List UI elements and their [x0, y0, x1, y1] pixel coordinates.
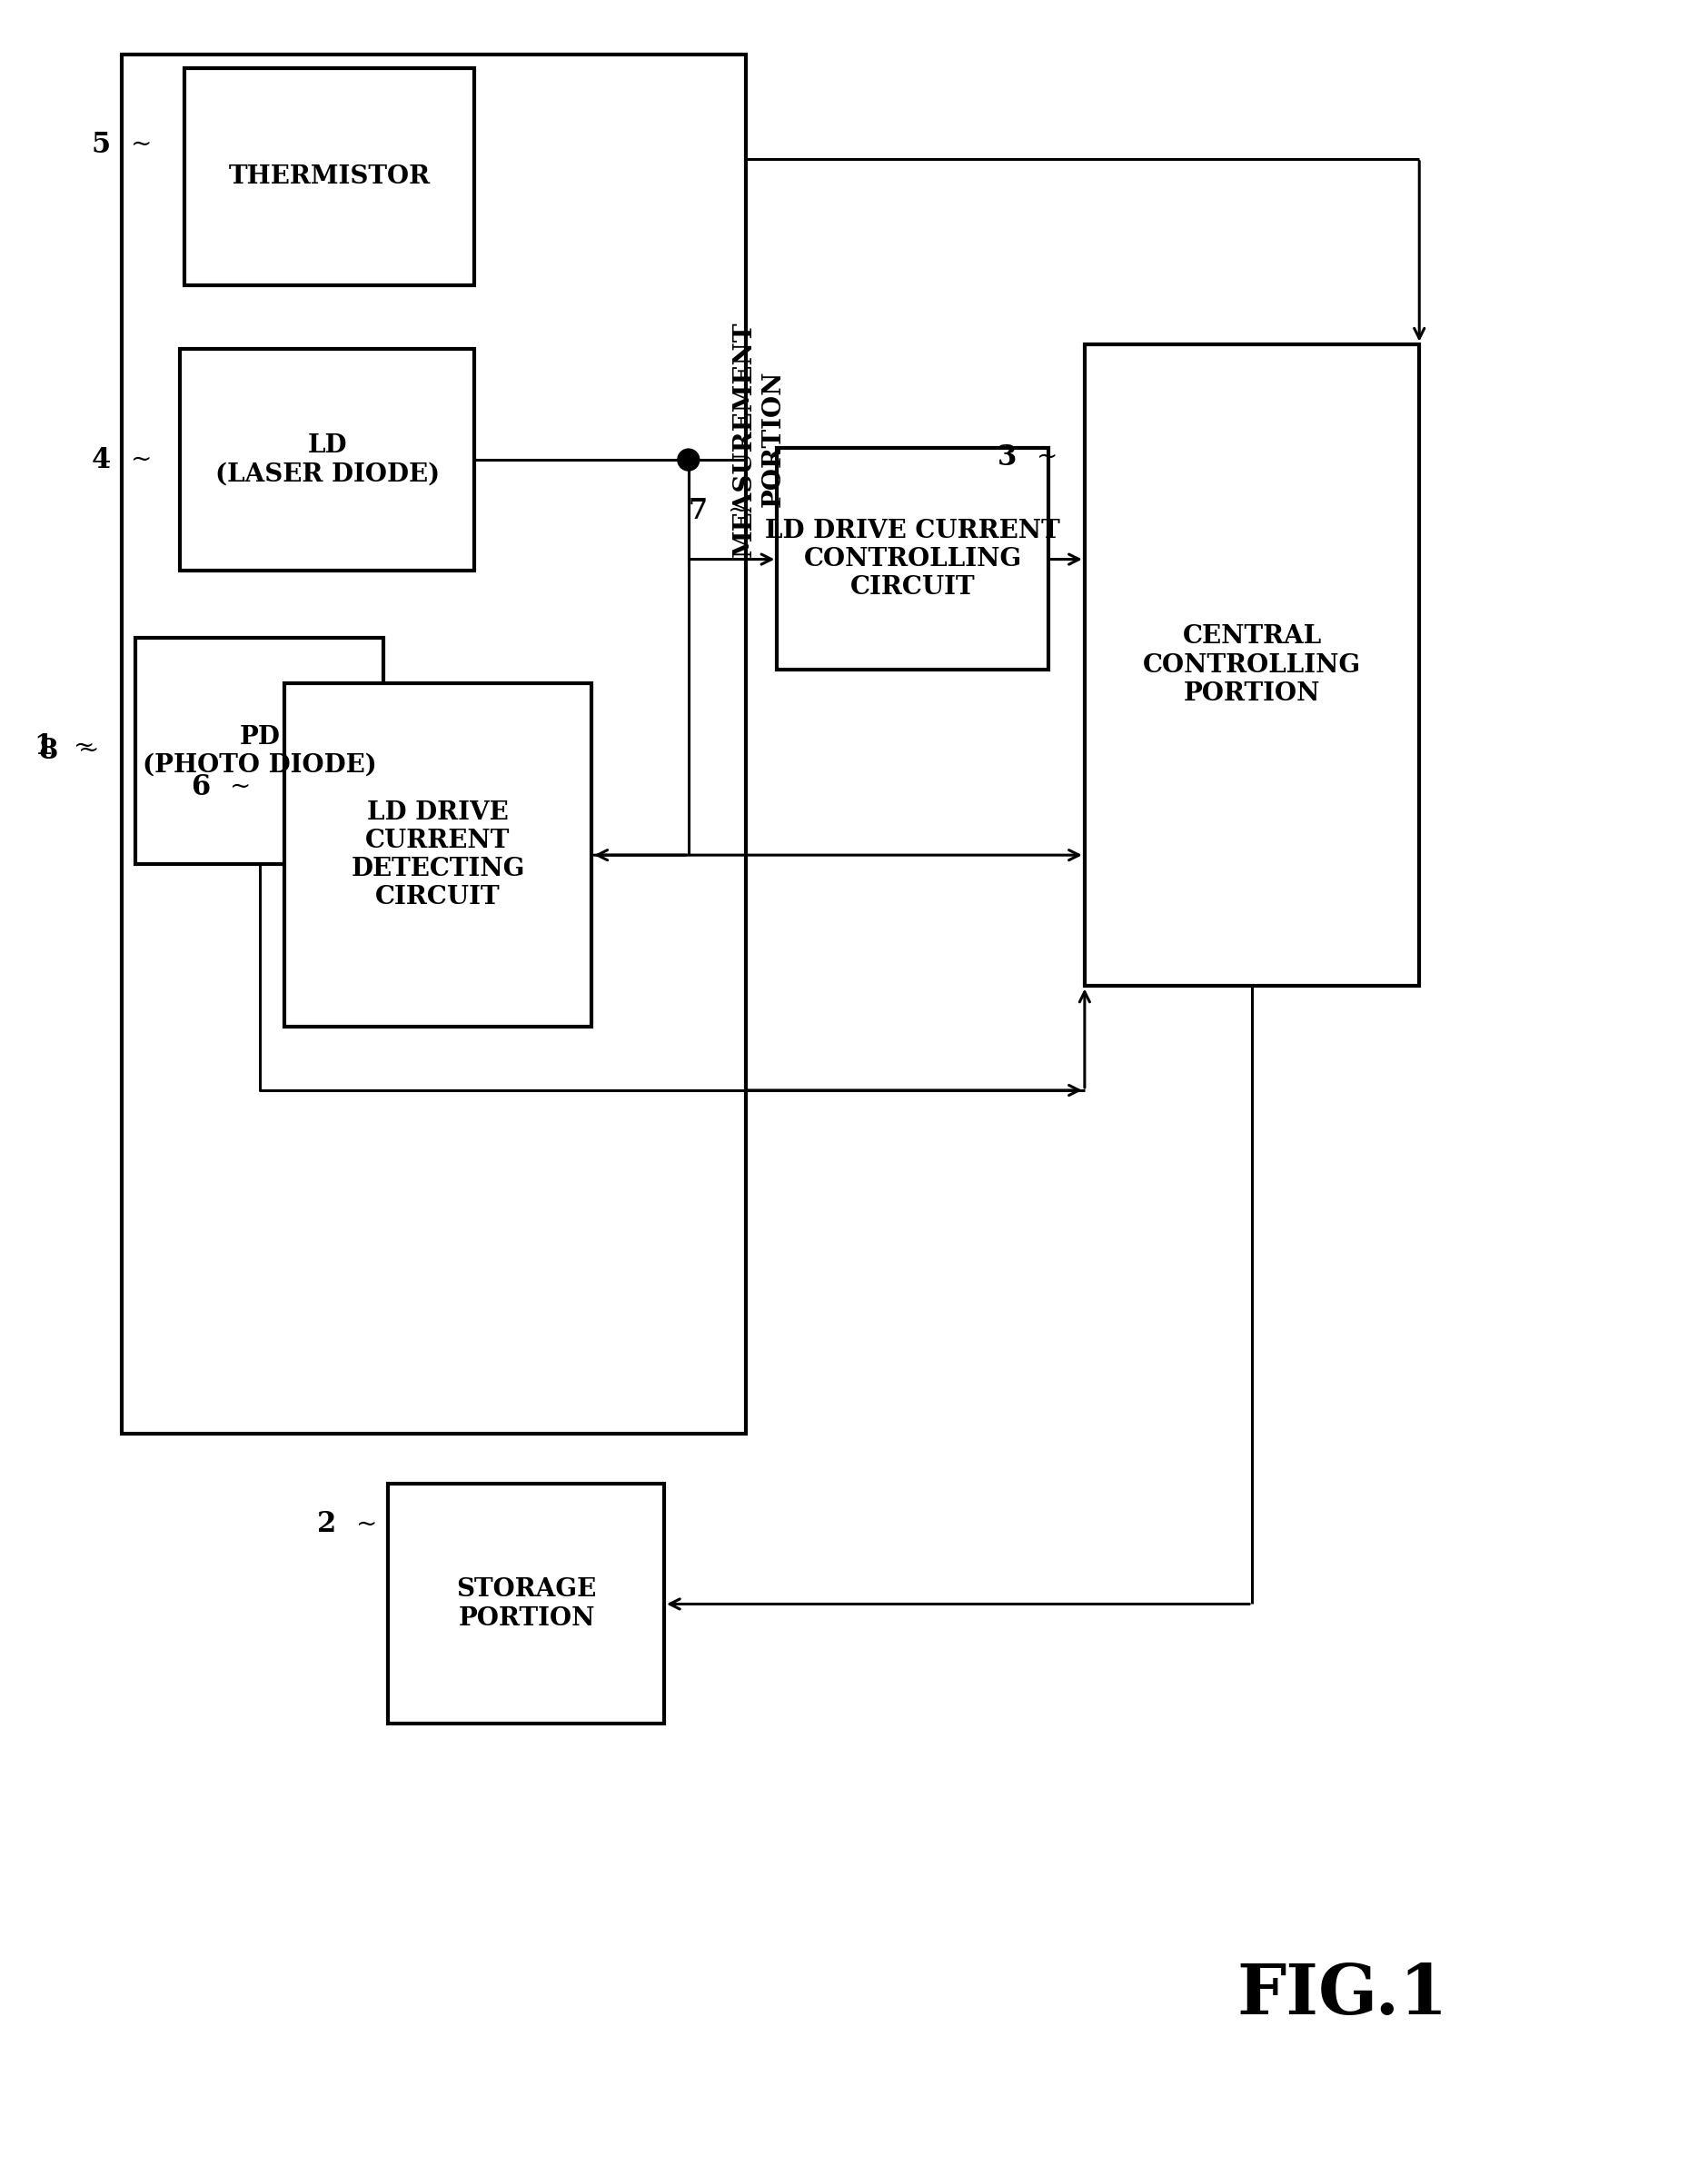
Text: 7: 7 — [688, 498, 707, 524]
Text: LD DRIVE
CURRENT
DETECTING
CIRCUIT: LD DRIVE CURRENT DETECTING CIRCUIT — [350, 801, 524, 910]
Text: ~: ~ — [79, 740, 99, 764]
Text: 1: 1 — [34, 733, 53, 762]
Text: ~: ~ — [1037, 444, 1057, 470]
Text: ~: ~ — [357, 1512, 377, 1536]
Text: PD
(PHOTO DIODE): PD (PHOTO DIODE) — [143, 725, 377, 777]
Text: ~: ~ — [728, 498, 748, 524]
Text: MEASUREMENT
PORTION: MEASUREMENT PORTION — [733, 322, 786, 557]
Bar — [179, 348, 475, 570]
Bar — [388, 1484, 664, 1723]
Bar — [284, 683, 591, 1027]
Text: CENTRAL
CONTROLLING
PORTION: CENTRAL CONTROLLING PORTION — [1143, 625, 1361, 705]
Text: 4: 4 — [91, 446, 111, 474]
Text: 6: 6 — [191, 772, 210, 801]
Text: LD DRIVE CURRENT
CONTROLLING
CIRCUIT: LD DRIVE CURRENT CONTROLLING CIRCUIT — [765, 518, 1061, 601]
Text: FIG.1: FIG.1 — [1237, 1961, 1448, 2028]
Text: STORAGE
PORTION: STORAGE PORTION — [456, 1578, 596, 1630]
Text: 2: 2 — [318, 1510, 336, 1538]
Text: ~: ~ — [231, 775, 251, 799]
Bar — [135, 638, 384, 864]
Text: 3: 3 — [997, 444, 1016, 472]
Text: 5: 5 — [91, 131, 111, 159]
Text: ~: ~ — [73, 733, 94, 759]
Text: THERMISTOR: THERMISTOR — [229, 165, 430, 189]
Bar — [777, 448, 1049, 670]
Bar — [184, 67, 475, 285]
Text: ~: ~ — [130, 133, 152, 157]
Circle shape — [678, 448, 699, 470]
Text: ~: ~ — [130, 448, 152, 472]
Bar — [121, 54, 745, 1434]
Text: LD
(LASER DIODE): LD (LASER DIODE) — [215, 433, 441, 485]
Text: 8: 8 — [39, 738, 58, 766]
Bar — [1085, 344, 1419, 986]
